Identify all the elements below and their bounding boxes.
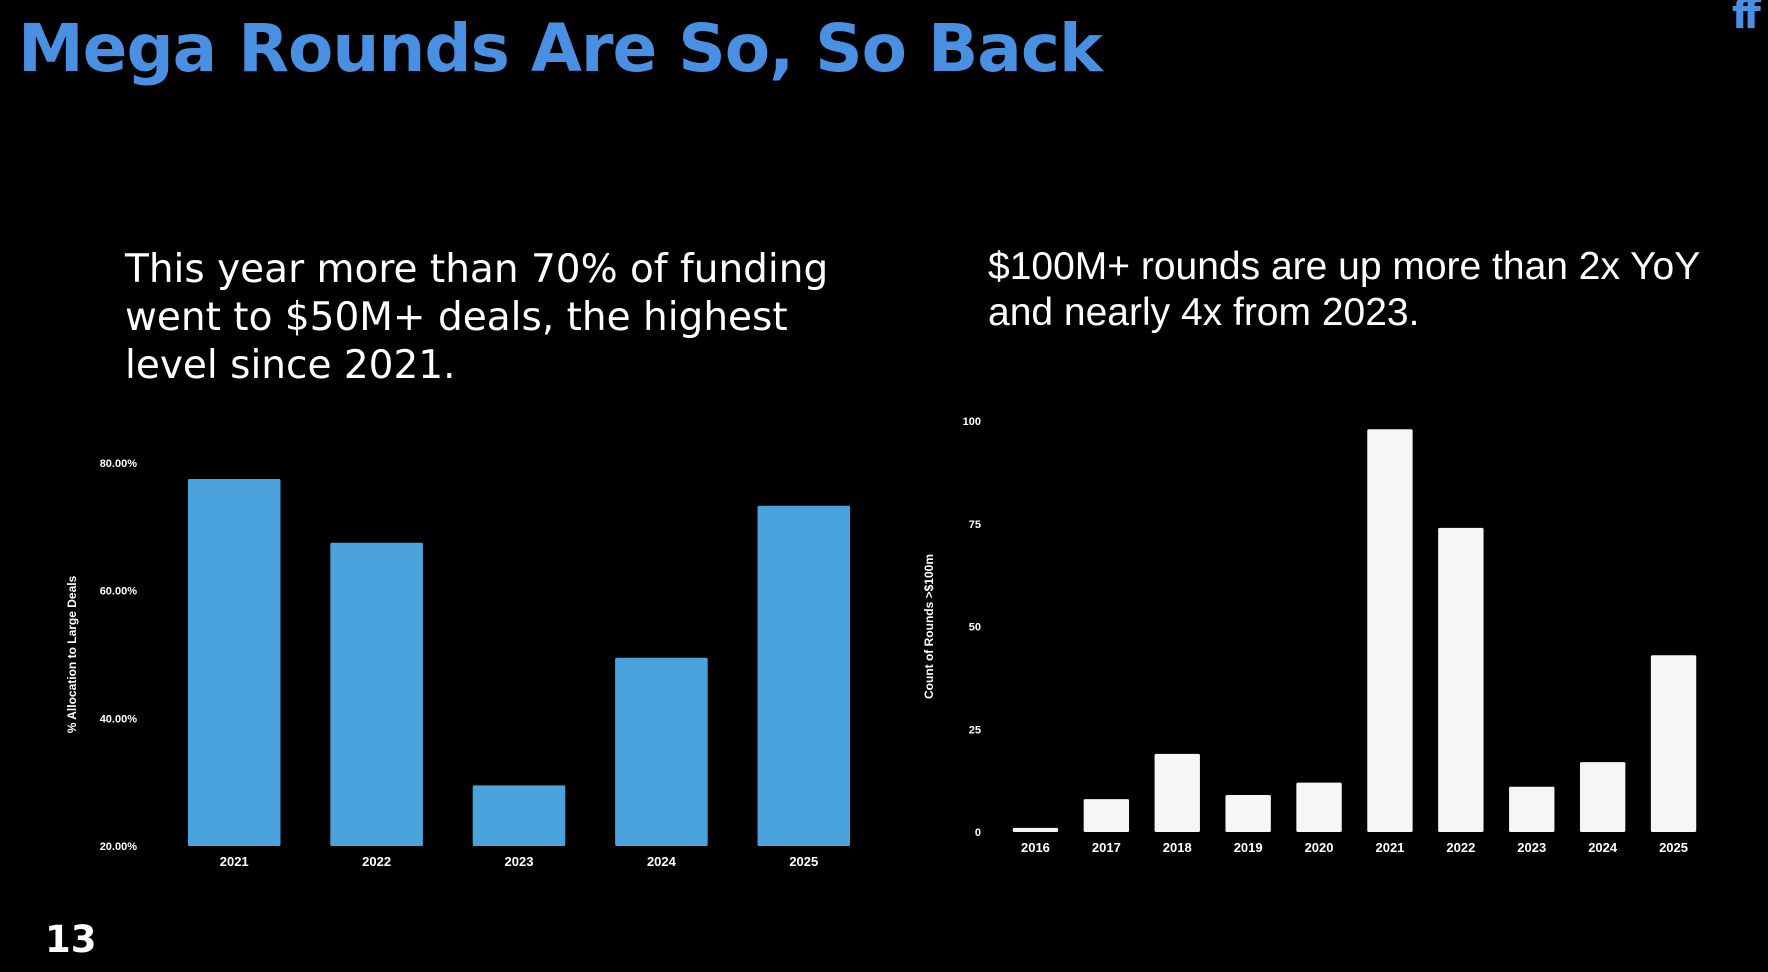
rounds-x-tick-label: 2023 [1517, 840, 1546, 855]
rounds-bar-2023 [1509, 786, 1555, 832]
allocation-bar-2025 [757, 505, 851, 846]
allocation-y-tick-label: 40.00% [100, 713, 138, 725]
rounds-x-tick-label: 2020 [1305, 840, 1334, 855]
rounds-y-tick-label: 100 [963, 416, 981, 428]
rounds-bar-2018 [1154, 753, 1200, 832]
allocation-y-axis-title: % Allocation to Large Deals [65, 575, 79, 733]
rounds-y-axis-title: Count of Rounds >$100m [922, 554, 936, 699]
page-number: 13 [45, 918, 97, 961]
rounds-y-tick-label: 25 [969, 724, 981, 736]
allocation-bar-2024 [615, 657, 708, 846]
allocation-x-tick-label: 2025 [789, 854, 818, 869]
allocation-y-tick-label: 60.00% [100, 586, 138, 598]
left-caption: This year more than 70% of funding went … [125, 247, 829, 388]
rounds-bar-2017 [1083, 799, 1130, 832]
rounds-x-tick-label: 2017 [1092, 840, 1121, 855]
allocation-y-tick-label: 20.00% [100, 841, 138, 853]
allocation-y-tick-label: 80.00% [100, 458, 138, 470]
brand-logo: ff [1732, 0, 1761, 34]
rounds-x-tick-label: 2019 [1234, 840, 1263, 855]
rounds-x-tick-label: 2024 [1588, 840, 1618, 855]
rounds-y-tick-label: 50 [969, 622, 981, 634]
allocation-x-tick-label: 2022 [362, 854, 391, 869]
rounds-x-tick-label: 2025 [1659, 840, 1688, 855]
allocation-x-tick-label: 2021 [220, 854, 249, 869]
slide-title: Mega Rounds Are So, So Back [18, 10, 1103, 87]
right-caption: $100M+ rounds are up more than 2x YoY an… [988, 245, 1700, 334]
allocation-x-tick-label: 2023 [505, 854, 534, 869]
rounds-x-tick-label: 2022 [1446, 840, 1475, 855]
allocation-bar-2021 [187, 478, 281, 846]
allocation-x-tick-label: 2024 [647, 854, 677, 869]
allocation-bar-2023 [472, 785, 566, 846]
rounds-bar-2019 [1225, 795, 1271, 832]
rounds-bar-2024 [1579, 762, 1626, 832]
rounds-bar-2020 [1296, 782, 1342, 832]
rounds-y-tick-label: 0 [975, 827, 981, 839]
rounds-bar-2022 [1438, 527, 1484, 832]
rounds-x-tick-label: 2018 [1163, 840, 1192, 855]
rounds-y-tick-label: 75 [969, 519, 981, 531]
rounds-x-tick-label: 2021 [1375, 840, 1404, 855]
rounds-x-tick-label: 2016 [1021, 840, 1050, 855]
allocation-bar-2022 [330, 542, 423, 846]
rounds-bar-2016 [1012, 827, 1059, 832]
rounds-bar-2025 [1650, 655, 1697, 832]
rounds-bar-2021 [1367, 429, 1413, 832]
